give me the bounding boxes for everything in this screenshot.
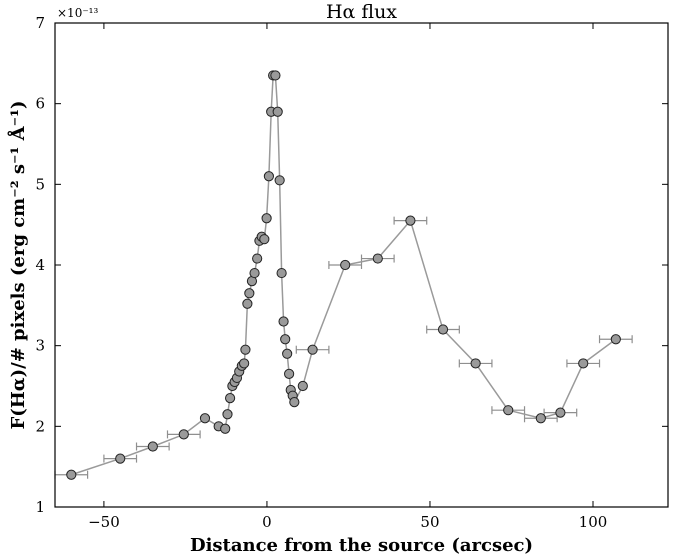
x-tick-label: 50 [420,513,439,531]
data-point [307,344,318,355]
x-tick-label: −50 [88,513,120,531]
data-point [282,348,293,359]
data-point [222,409,233,420]
data-point [239,358,250,369]
chart-title: Hα flux [326,1,397,23]
x-tick-label: 100 [579,513,608,531]
y-axis-ticks: 1 2 3 4 5 6 7 [35,14,668,516]
x-axis-ticks: −50 0 50 100 [88,23,607,531]
data-point [535,413,546,424]
data-point [270,70,281,81]
data-point [249,267,260,279]
data-point [278,316,289,327]
data-point [340,259,351,271]
data-point [199,413,211,424]
y-tick-label: 3 [35,337,45,355]
data-point [578,358,589,369]
data-point [240,344,251,355]
data-point [289,397,300,408]
data-point [555,407,566,418]
y-axis-label: F(Hα)/# pixels (erg cm⁻² s⁻¹ Å⁻¹) [6,100,29,429]
data-point [242,298,253,309]
data-point [437,324,449,335]
data-point [284,368,295,379]
data-point [276,267,287,279]
y-tick-label: 5 [35,175,45,193]
y-tick-label: 6 [35,95,45,113]
data-point [280,334,291,345]
data-point [610,334,621,345]
y-tick-label: 2 [35,417,45,435]
data-point [115,453,126,464]
data-point [372,253,383,264]
data-point [503,405,514,416]
data-point [252,253,263,264]
data-point [297,380,308,392]
y-tick-label: 7 [35,14,45,32]
y-multiplier: ×10⁻¹³ [57,6,98,20]
data-point [405,215,416,226]
data-point [263,171,274,182]
y-tick-label: 1 [35,498,45,516]
data-point [220,423,231,434]
data-point [274,175,285,186]
data-point [178,429,189,440]
data-point [261,213,272,224]
x-tick-label: 0 [262,513,272,531]
data-point [66,469,77,480]
y-tick-label: 4 [35,256,45,274]
marker-layer [66,70,621,480]
x-axis-label: Distance from the source (arcsec) [190,535,533,556]
data-point [259,234,270,245]
data-point [224,393,236,404]
data-point [147,441,158,452]
series-line [71,74,617,476]
data-point [244,288,255,299]
data-point [470,358,481,369]
data-point [272,106,283,117]
errorbar-layer [54,216,633,479]
